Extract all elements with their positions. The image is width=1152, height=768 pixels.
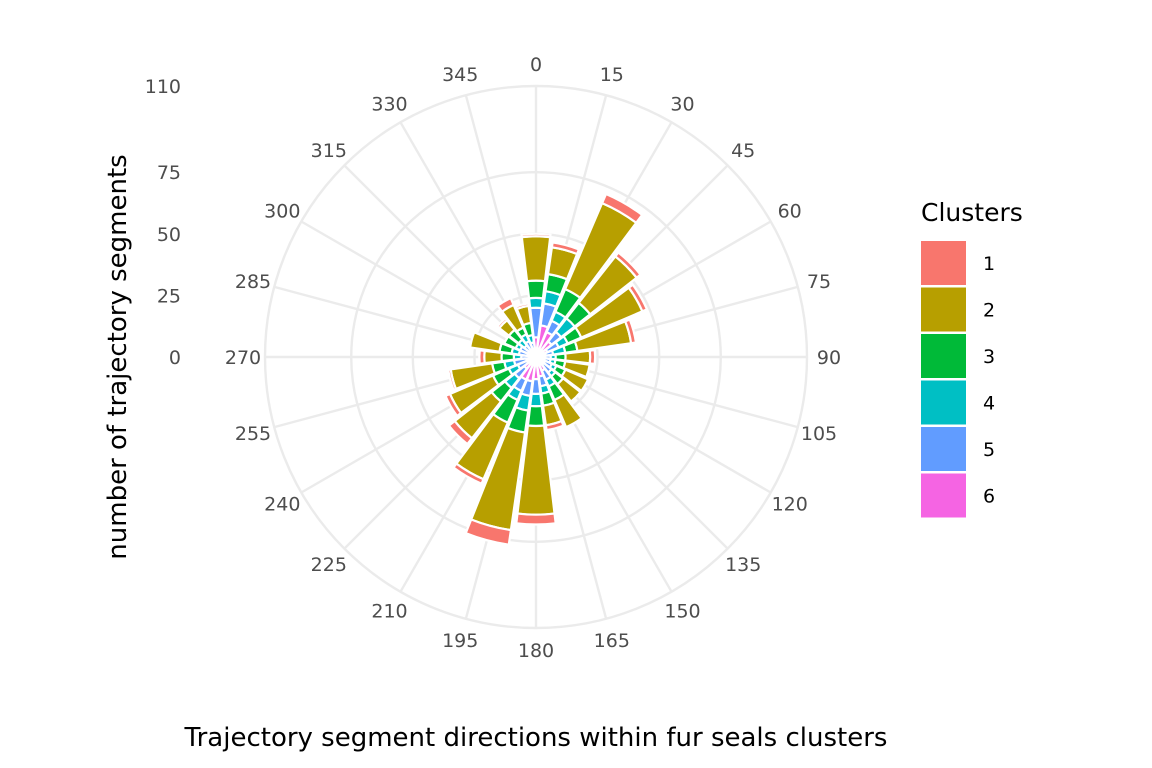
bar-segment-dir180-cluster4 — [528, 392, 544, 408]
x-axis-title: Trajectory segment directions within fur… — [184, 723, 888, 753]
angle-tick-label: 135 — [725, 554, 761, 576]
bar-segment-dir180-cluster3 — [526, 404, 546, 428]
bar-segment-dir240-cluster1 — [444, 392, 463, 418]
angle-tick-label: 30 — [670, 93, 694, 115]
radial-tick-label: 110 — [145, 76, 181, 98]
angle-tick-label: 225 — [311, 554, 347, 576]
angle-tick-label: 105 — [801, 423, 837, 445]
angle-tick-label: 0 — [530, 54, 542, 76]
angle-tick-label: 45 — [731, 140, 755, 162]
bar-segment-dir135-cluster2 — [555, 376, 583, 404]
angle-tick-label: 90 — [817, 347, 841, 369]
angle-tick-label: 345 — [442, 64, 478, 86]
grid-spoke — [300, 220, 537, 359]
bar-segment-dir0-cluster4 — [527, 296, 545, 310]
radial-tick-label: 0 — [169, 347, 181, 369]
bar-segment-dir150-cluster2 — [553, 392, 584, 429]
legend-swatch-4 — [921, 380, 966, 425]
angle-tick-label: 315 — [311, 140, 347, 162]
bar-segment-dir210-cluster1 — [451, 462, 485, 486]
angle-tick-label: 150 — [664, 601, 700, 623]
legend-label-4: 4 — [983, 393, 995, 415]
bar-segment-dir225-cluster1 — [447, 419, 474, 446]
angle-tick-label: 60 — [778, 201, 802, 223]
bar-segment-dir0-cluster1 — [520, 232, 552, 239]
bar-segment-dir120-cluster2 — [560, 368, 590, 393]
angle-tick-label: 270 — [225, 347, 261, 369]
angle-tick-label: 285 — [235, 271, 271, 293]
legend-title: Clusters — [921, 198, 1023, 227]
angle-tick-label: 180 — [518, 640, 554, 662]
bar-segment-dir180-cluster1 — [515, 512, 557, 526]
radial-tick-labels: 0 25 50 75 110 — [145, 76, 181, 369]
legend-swatch-3 — [921, 334, 966, 378]
legend-swatch-5 — [921, 427, 966, 471]
bar-segment-dir285-cluster2 — [468, 330, 504, 353]
bar-segment-dir60-cluster1 — [627, 283, 649, 313]
radial-tick-label: 75 — [157, 162, 181, 184]
legend-label-2: 2 — [983, 300, 995, 322]
legend-label-5: 5 — [983, 439, 995, 461]
legend-label-6: 6 — [983, 486, 995, 508]
legend-label-1: 1 — [983, 253, 995, 275]
angle-tick-label: 330 — [371, 93, 407, 115]
bar-segment-dir105-cluster2 — [562, 359, 591, 379]
bar-segment-dir195-cluster1 — [464, 518, 513, 546]
angle-tick-label: 255 — [235, 423, 271, 445]
bars — [444, 192, 649, 546]
bar-segment-dir315-cluster1 — [495, 316, 509, 330]
bar-segment-dir0-cluster3 — [525, 279, 547, 300]
bar-segment-dir45-cluster1 — [613, 250, 643, 280]
legend-swatch-1 — [921, 241, 966, 285]
angle-tick-label: 75 — [807, 271, 831, 293]
bar-segment-dir165-cluster1 — [544, 419, 565, 432]
angle-tick-label: 195 — [442, 630, 478, 652]
angle-tick-label: 300 — [264, 201, 300, 223]
bar-segment-dir255-cluster1 — [446, 368, 458, 392]
bar-segment-dir30-cluster1 — [600, 192, 644, 225]
bar-segment-dir15-cluster1 — [550, 241, 581, 256]
angle-tick-label: 240 — [264, 494, 300, 516]
angle-tick-label: 120 — [772, 494, 808, 516]
legend-swatch-6 — [921, 473, 966, 518]
bar-segment-dir90-cluster1 — [588, 348, 597, 366]
y-axis-title: number of trajectory segments — [103, 154, 133, 559]
bar-segment-dir345-cluster1 — [514, 302, 530, 311]
bar-segment-dir0-cluster2 — [520, 235, 552, 283]
bar-segment-dir270-cluster1 — [478, 349, 486, 365]
legend: Clusters 1 2 3 4 5 6 — [921, 198, 1023, 518]
angle-tick-labels: 0 15 30 45 60 75 90 105 120 135 150 165 180 195 210 225… — [225, 54, 841, 662]
angle-tick-label: 15 — [600, 64, 624, 86]
bar-segment-dir330-cluster1 — [496, 296, 516, 314]
bar-segment-dir75-cluster1 — [623, 318, 638, 345]
legend-label-3: 3 — [983, 346, 995, 368]
angle-tick-label: 210 — [371, 601, 407, 623]
legend-swatch-2 — [921, 287, 966, 332]
radial-tick-label: 50 — [157, 224, 181, 246]
angle-tick-label: 165 — [594, 630, 630, 652]
radial-tick-label: 25 — [157, 285, 181, 307]
